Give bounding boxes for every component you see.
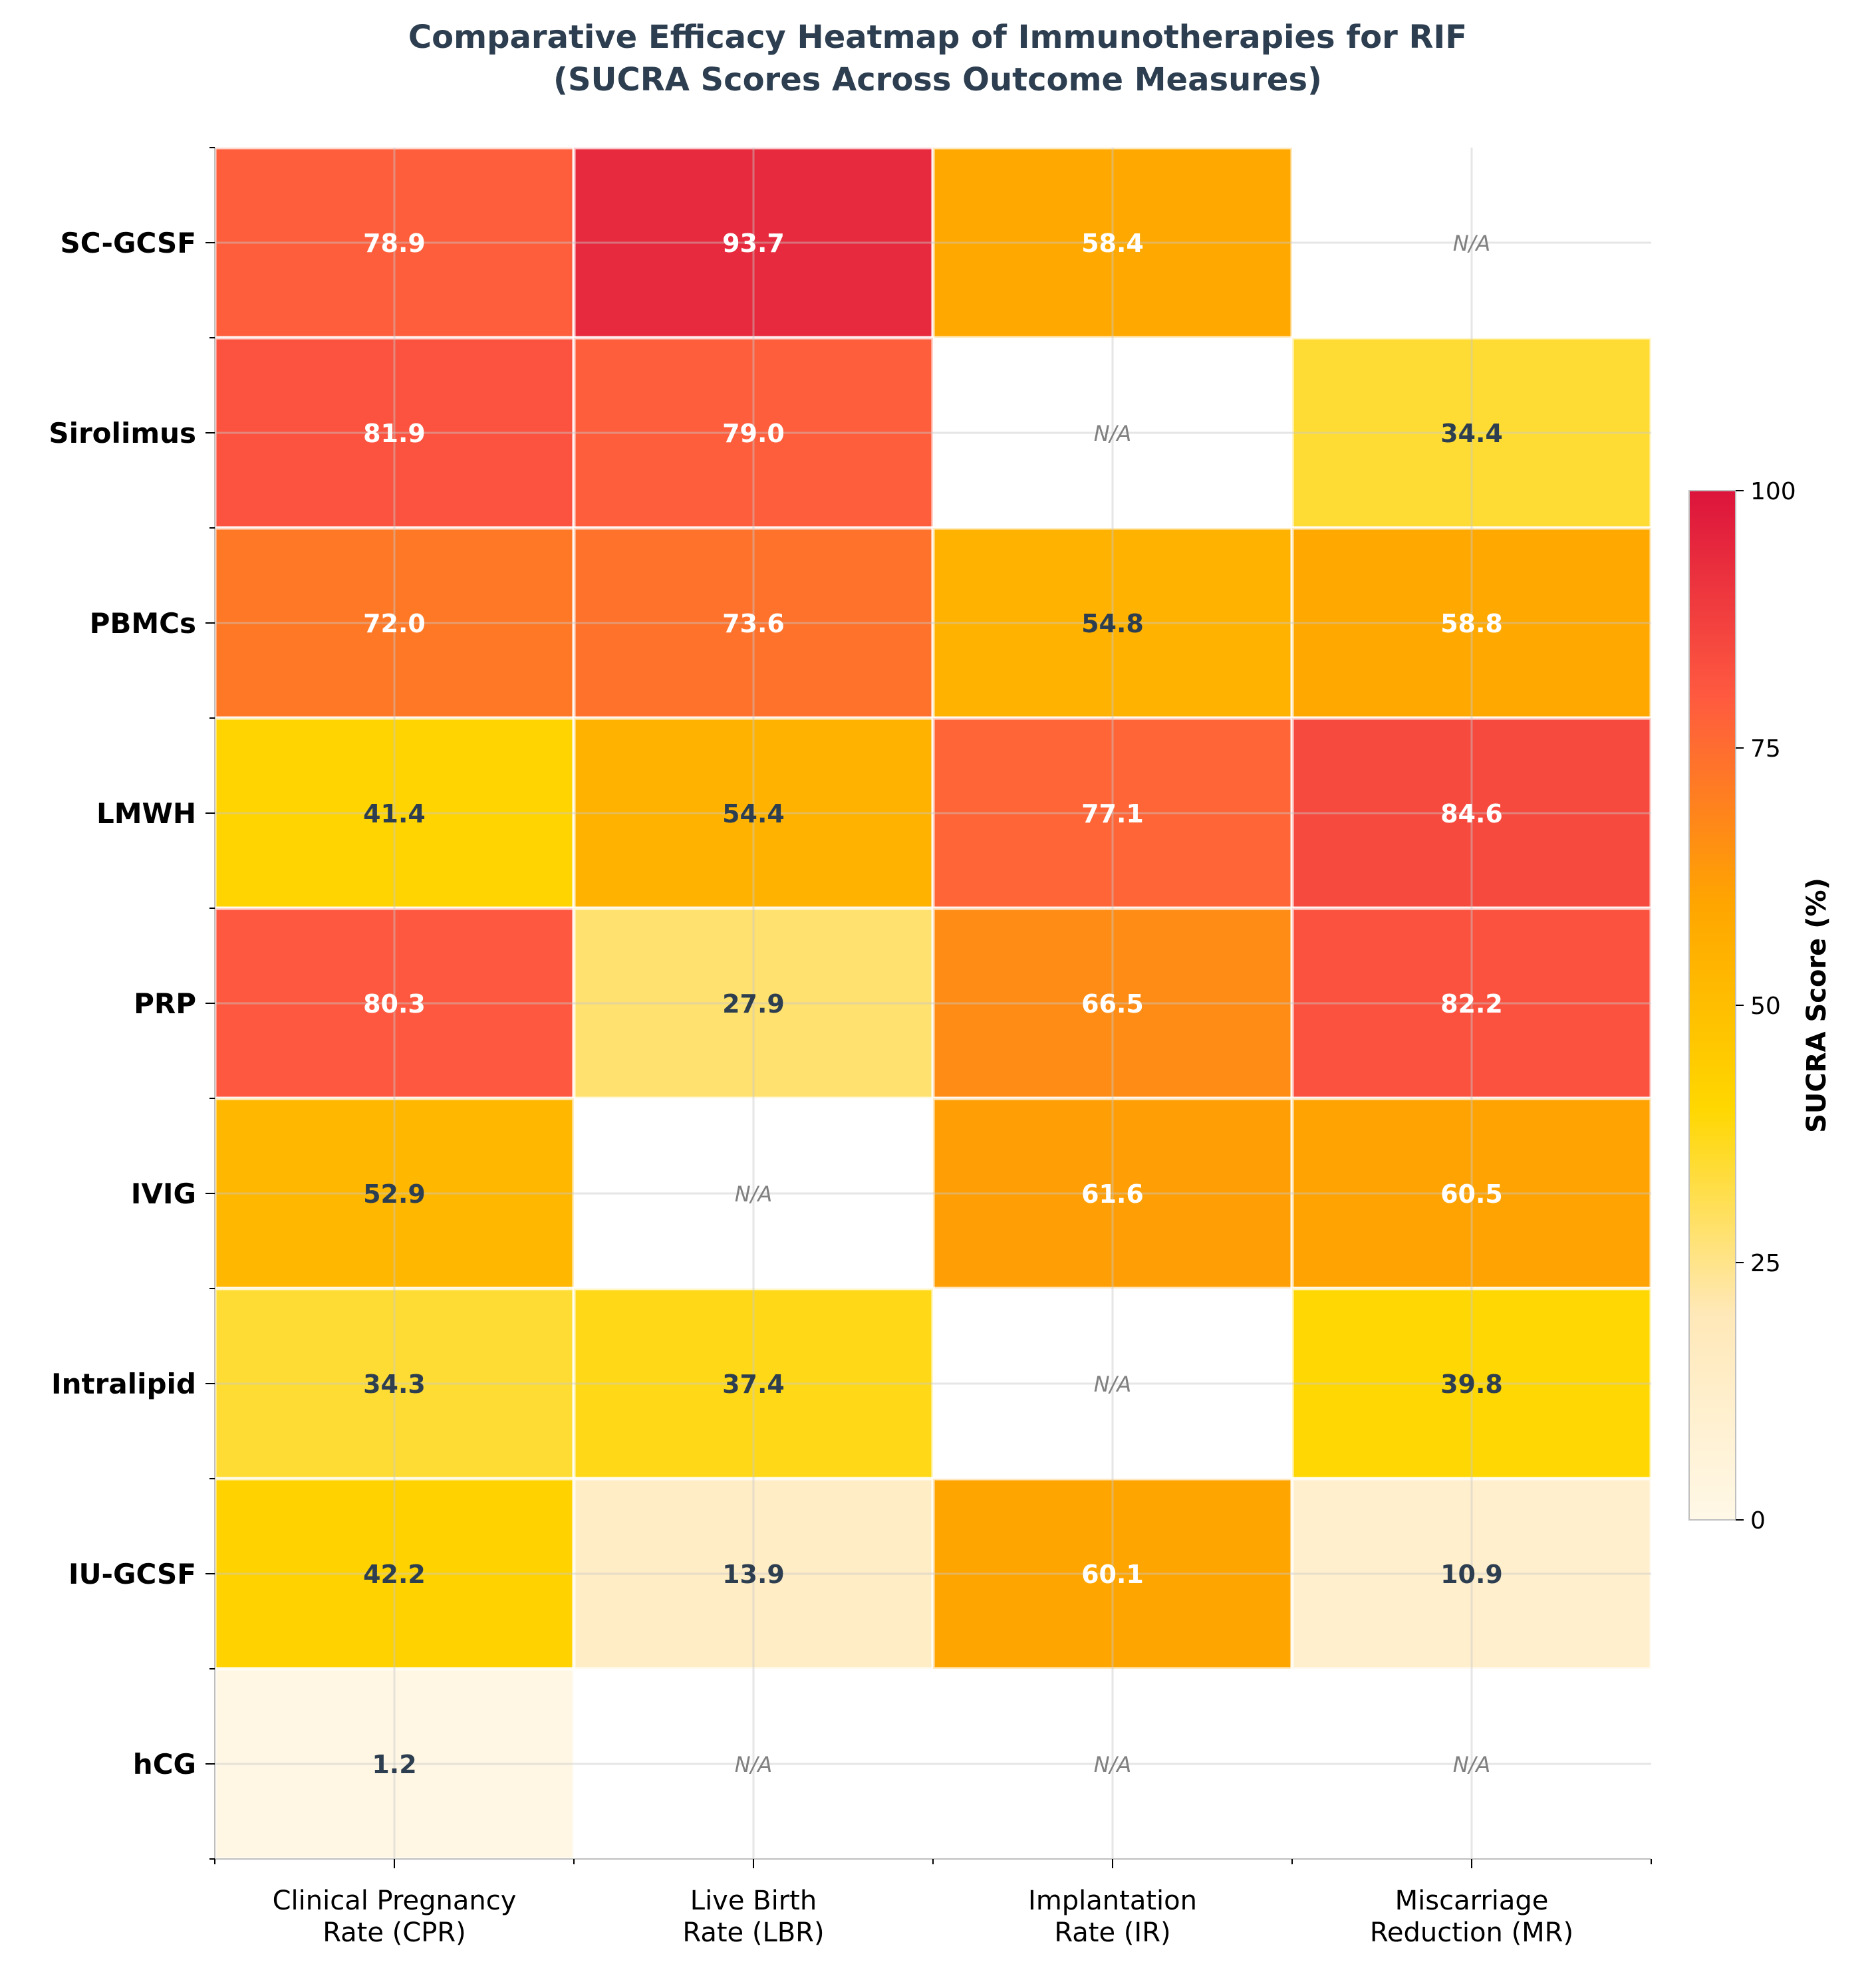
- cell-value-label: 81.9: [363, 419, 426, 448]
- heatmap-cell: [1290, 1477, 1653, 1671]
- cell-value-label: 58.8: [1440, 609, 1503, 638]
- heatmap-cell: [931, 906, 1294, 1100]
- cell-value-label: 42.2: [363, 1560, 426, 1589]
- cell-value-label: 34.3: [363, 1370, 426, 1399]
- cell-value-label: 10.9: [1440, 1560, 1503, 1589]
- row-label: SC-GCSF: [61, 227, 196, 259]
- row-label: PRP: [134, 987, 196, 1020]
- heatmap-cell: [213, 1287, 576, 1481]
- cell-na-label: N/A: [1094, 1372, 1132, 1397]
- axes: [205, 147, 1652, 1868]
- heatmap-cell: [572, 526, 935, 720]
- colorbar-tick-label: 50: [1750, 993, 1781, 1020]
- heatmap-cell: [1290, 336, 1653, 530]
- cell-na-label: N/A: [1094, 1752, 1132, 1777]
- value-labels: 78.9 93.7 58.4 N/A 81.9 79.0 N/A 34.4 72.0 73.6 54…: [363, 229, 1503, 1779]
- cell-na-label: N/A: [735, 1752, 773, 1777]
- cell-value-label: 73.6: [722, 609, 785, 638]
- colorbar-ticks: 0 25 50 75 100: [1736, 478, 1796, 1535]
- row-label: hCG: [133, 1748, 196, 1781]
- cell-na-label: N/A: [735, 1181, 773, 1207]
- cell-na-label: N/A: [1453, 231, 1491, 256]
- heatmap-cell: [213, 1667, 576, 1861]
- cell-value-label: 60.1: [1081, 1560, 1144, 1589]
- row-label: IVIG: [131, 1177, 196, 1210]
- column-label-line: Reduction (MR): [1370, 1917, 1573, 1948]
- colorbar-tick-label: 75: [1750, 735, 1781, 763]
- row-label: IU-GCSF: [68, 1558, 196, 1590]
- cell-value-label: 72.0: [363, 609, 426, 638]
- heatmap-cell: [1290, 716, 1653, 910]
- heatmap-cell: [572, 1287, 935, 1481]
- chart-title-line-2: (SUCRA Scores Across Outcome Measures): [553, 61, 1322, 98]
- cell-value-label: 13.9: [722, 1560, 785, 1589]
- cell-value-label: 37.4: [722, 1370, 785, 1399]
- cell-value-label: 58.4: [1081, 229, 1144, 258]
- heatmap-cell: [1290, 1287, 1653, 1481]
- row-label: PBMCs: [90, 607, 196, 640]
- heatmap-cell: [213, 1477, 576, 1671]
- heatmap-cell: [572, 336, 935, 530]
- heatmap-cell: [931, 146, 1294, 340]
- heatmap-cell: [213, 336, 576, 530]
- colorbar-tick-label: 100: [1750, 478, 1796, 505]
- cell-value-label: 60.5: [1440, 1179, 1503, 1209]
- cell-value-label: 34.4: [1440, 419, 1503, 448]
- heatmap-cell: [931, 716, 1294, 910]
- heatmap-cell: [572, 716, 935, 910]
- row-labels: SC-GCSF Sirolimus PBMCs LMWH PRP IVIG Intralip…: [49, 227, 196, 1781]
- column-label-line: Miscarriage: [1395, 1886, 1549, 1916]
- cell-value-label: 52.9: [363, 1179, 426, 1209]
- cell-value-label: 79.0: [722, 419, 785, 448]
- cell-value-label: 80.3: [363, 989, 426, 1019]
- heatmap-cell: [572, 906, 935, 1100]
- column-label-line: Implantation: [1028, 1886, 1197, 1916]
- heatmap-cell: [1290, 526, 1653, 720]
- column-label-line: Rate (CPR): [323, 1917, 466, 1948]
- cell-value-label: 27.9: [722, 989, 785, 1019]
- cell-value-label: 39.8: [1440, 1370, 1503, 1399]
- cell-value-label: 1.2: [372, 1750, 416, 1779]
- chart-title-line-1: Comparative Efficacy Heatmap of Immunoth…: [408, 19, 1467, 56]
- column-label-line: Rate (LBR): [682, 1917, 824, 1948]
- column-label-line: Clinical Pregnancy: [273, 1886, 517, 1916]
- heatmap-cell: [213, 1096, 576, 1291]
- colorbar-tick-label: 25: [1750, 1250, 1781, 1277]
- row-label: Intralipid: [51, 1368, 196, 1400]
- cell-na-label: N/A: [1094, 421, 1132, 446]
- row-label: Sirolimus: [49, 417, 196, 449]
- colorbar-label: SUCRA Score (%): [1802, 878, 1832, 1133]
- cell-value-label: 54.4: [722, 799, 785, 828]
- cell-value-label: 82.2: [1440, 989, 1503, 1019]
- cell-value-label: 77.1: [1081, 799, 1144, 828]
- heatmap-cell: [1290, 906, 1653, 1100]
- cell-value-label: 61.6: [1081, 1179, 1144, 1209]
- cell-value-label: 41.4: [363, 799, 426, 828]
- column-label-line: Rate (IR): [1054, 1917, 1170, 1948]
- cell-value-label: 84.6: [1440, 799, 1503, 828]
- colorbar-gradient: [1688, 490, 1736, 1521]
- cell-value-label: 66.5: [1081, 989, 1144, 1019]
- cell-value-label: 78.9: [363, 229, 426, 258]
- row-label: LMWH: [96, 797, 196, 830]
- column-label-line: Live Birth: [690, 1886, 817, 1916]
- heatmap-cell: [572, 146, 935, 340]
- colorbar-tick-label: 0: [1750, 1507, 1766, 1535]
- heatmap-cells: [213, 146, 1653, 1861]
- cell-value-label: 93.7: [722, 229, 785, 258]
- heatmap-cell: [931, 1096, 1294, 1291]
- cell-na-label: N/A: [1453, 1752, 1491, 1777]
- heatmap-cell: [213, 146, 576, 340]
- grid-lines: [215, 148, 1651, 1859]
- heatmap-cell: [1290, 1096, 1653, 1291]
- cell-value-label: 54.8: [1081, 609, 1144, 638]
- heatmap-cell: [931, 1477, 1294, 1671]
- colorbar: 0 25 50 75 100 SUCRA Score (%): [1688, 478, 1832, 1535]
